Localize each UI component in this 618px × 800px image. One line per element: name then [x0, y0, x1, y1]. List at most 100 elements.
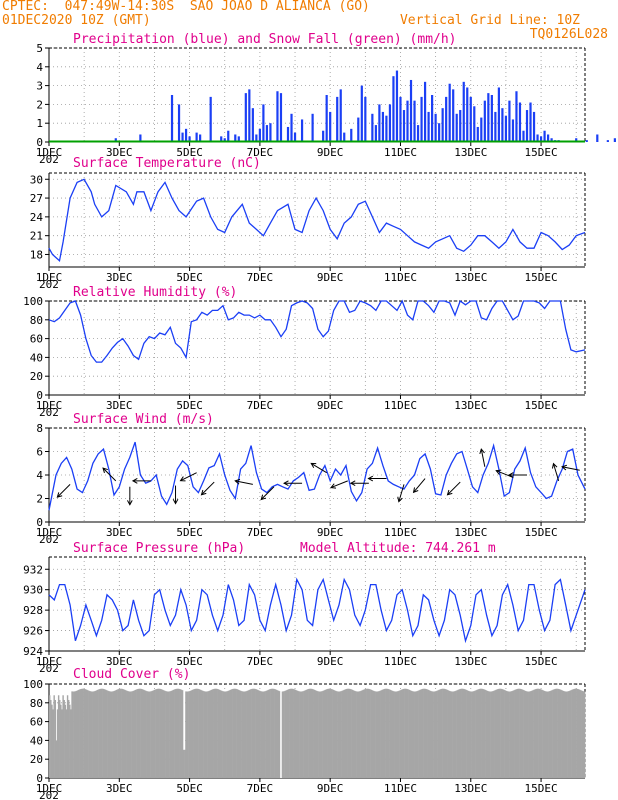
cloud-bar [467, 690, 470, 778]
cloud-bar [344, 689, 347, 778]
x-tick-label: 5DEC [176, 271, 203, 284]
cloud-bar [267, 689, 270, 778]
cloud-bar [206, 691, 208, 778]
cloud-bar [203, 691, 205, 778]
precip-bar [539, 136, 543, 142]
cloud-bar [49, 695, 51, 778]
precip-bar [529, 102, 532, 142]
cloud-bar [571, 689, 574, 778]
cloud-bar [492, 691, 494, 778]
cloud-bar [205, 691, 207, 778]
cloud-bar [184, 749, 186, 778]
cloud-bar [85, 689, 88, 778]
cloud-bar [488, 691, 491, 778]
cloud-bar [512, 690, 514, 778]
precip-bar [181, 132, 184, 142]
cloud-bar [197, 688, 199, 778]
cloud-bar [298, 691, 300, 778]
cloud-bar [235, 688, 237, 778]
x-tick-label: 13DEC [454, 782, 487, 795]
cloud-bar [335, 691, 338, 778]
precip-bar [438, 123, 441, 142]
cloud-bar [397, 691, 399, 778]
wind-arrow-head [507, 472, 514, 478]
precip-bar [445, 96, 448, 142]
precip-bar [434, 113, 437, 142]
wind-arrow-head [330, 483, 337, 489]
cloud-bar [563, 691, 566, 778]
y-tick-label: 40 [30, 734, 43, 747]
cloud-bar [472, 691, 474, 778]
cloud-bar [296, 690, 299, 778]
cloud-bar [313, 689, 316, 778]
x-tick-label: 3DEC [106, 399, 133, 412]
cloud-bar [435, 691, 437, 778]
y-tick-label: 8 [36, 422, 43, 435]
cloud-bar [351, 689, 354, 778]
cloud-bar [51, 704, 53, 778]
cloud-bar [56, 709, 59, 778]
cloud-bar [542, 690, 544, 778]
cloud-bar [62, 695, 64, 778]
x-tick-label: 7DEC [247, 526, 274, 539]
precip-bar [402, 110, 406, 142]
cloud-bar [559, 689, 561, 778]
wind-arrow [398, 484, 405, 502]
cloud-bar [220, 690, 223, 778]
cloud-bar [231, 689, 233, 778]
cloud-bar [493, 690, 495, 778]
cloud-bar [452, 691, 454, 778]
y-tick-label: 27 [30, 192, 43, 205]
y-tick-label: 60 [30, 333, 43, 346]
cloud-bar [133, 690, 136, 778]
precip-bar [336, 96, 339, 142]
precip-bar [613, 138, 616, 142]
x-tick-label: 13DEC [454, 655, 487, 668]
cloud-bar [352, 690, 355, 778]
cloud-bar [388, 689, 390, 778]
cloud-bar [362, 689, 365, 778]
cloud-bar [549, 691, 551, 778]
cloud-bar [167, 691, 169, 778]
cloud-bar [524, 690, 527, 778]
cloud-bar [67, 699, 70, 778]
cloud-bar [329, 688, 331, 778]
cloud-bar [304, 690, 307, 778]
panel-title: Surface Pressure (hPa) [73, 541, 245, 556]
cloud-bar [306, 689, 309, 778]
cloud-bar [292, 688, 294, 778]
cloud-bar [465, 689, 467, 778]
cloud-bar [402, 688, 405, 778]
cloud-bar [456, 690, 458, 778]
cloud-bar [378, 691, 380, 778]
panel-title: Cloud Cover (%) [73, 667, 190, 682]
cloud-bar [482, 688, 484, 778]
wind-arrow-head [412, 487, 419, 494]
cloud-bar [155, 689, 157, 778]
cloud-bar [468, 691, 471, 778]
cloud-bar [440, 688, 443, 778]
y-tick-label: 0 [36, 772, 43, 785]
cloud-bar [139, 688, 141, 778]
precip-bar [237, 136, 240, 142]
cloud-bar [236, 689, 239, 778]
cloud-bar [112, 691, 115, 778]
cloud-bar [533, 689, 536, 778]
wind-arrow-head [495, 469, 502, 475]
cloud-bar [162, 690, 165, 778]
precip-bar [473, 106, 476, 142]
precip-bar [177, 104, 181, 142]
x-tick-label: 3DEC [106, 271, 133, 284]
cloud-bar [487, 691, 490, 778]
precip-bar [364, 96, 367, 142]
panel-title: Surface Wind (m/s) [73, 412, 214, 427]
x-tick-label: 13DEC [454, 399, 487, 412]
cloud-bar [433, 691, 435, 778]
cloud-bar [248, 689, 251, 778]
cloud-bar [82, 688, 84, 778]
cloud-bar [495, 689, 498, 778]
cloud-bar [504, 690, 507, 778]
precip-bar [395, 70, 399, 142]
x-tick-label: 7DEC [247, 782, 274, 795]
precip-bar [255, 134, 258, 142]
